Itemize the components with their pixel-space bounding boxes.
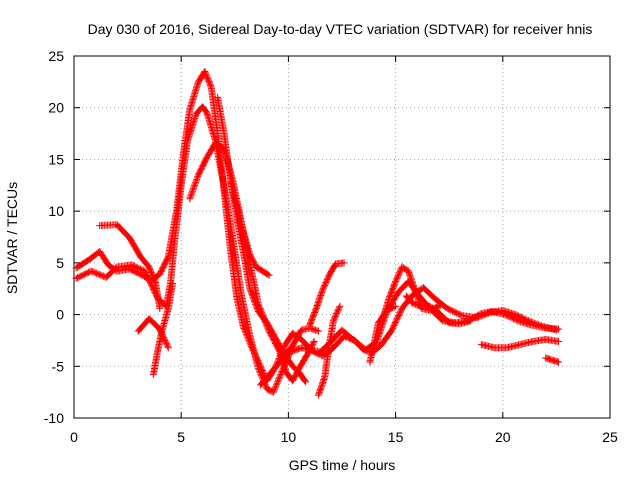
series-markers — [227, 178, 273, 279]
y-tick-label: 10 — [48, 203, 64, 219]
plot-frame — [73, 55, 611, 419]
series-track-n — [366, 302, 400, 366]
series-track-j — [314, 302, 344, 399]
series-markers — [366, 302, 400, 366]
y-tick-label: 15 — [48, 151, 64, 167]
y-tick-label: 0 — [56, 307, 64, 323]
series-track-e — [149, 280, 177, 379]
series-track-g — [214, 93, 310, 386]
series-track-h — [227, 178, 273, 279]
x-tick-labels: 0 5 10 15 20 25 — [70, 429, 618, 445]
x-tick-label: 0 — [70, 429, 78, 445]
x-tick-label: 25 — [602, 429, 618, 445]
x-tick-label: 5 — [177, 429, 185, 445]
series-markers — [96, 221, 164, 312]
series-track-o — [477, 335, 562, 352]
series-markers — [402, 292, 475, 328]
x-tick-label: 20 — [495, 429, 511, 445]
series-markers — [149, 280, 177, 379]
series-track-k — [306, 259, 348, 329]
series-track-p — [542, 354, 562, 366]
series-track-b — [72, 68, 560, 385]
series-track-c — [96, 221, 164, 312]
y-tick-label: -5 — [52, 358, 65, 374]
x-axis-title: GPS time / hours — [289, 457, 396, 473]
axis-ticks — [73, 55, 611, 419]
y-tick-label: 25 — [48, 48, 64, 64]
series-markers — [542, 354, 562, 366]
y-axis-title: SDTVAR / TECUs — [4, 182, 20, 294]
series-markers — [477, 335, 562, 352]
y-tick-label: 20 — [48, 100, 64, 116]
series-markers — [72, 68, 560, 385]
x-tick-label: 10 — [281, 429, 297, 445]
y-tick-label: 5 — [56, 255, 64, 271]
x-tick-label: 15 — [388, 429, 404, 445]
series-markers — [306, 259, 348, 329]
series-markers — [314, 302, 344, 399]
series-track-m — [402, 292, 475, 328]
chart-title: Day 030 of 2016, Sidereal Day-to-day VTE… — [88, 21, 593, 37]
y-tick-labels: -10 -5 0 5 10 15 20 25 — [44, 48, 64, 426]
y-tick-label: -10 — [44, 410, 64, 426]
series-markers — [214, 93, 310, 386]
series-layer — [72, 68, 562, 399]
